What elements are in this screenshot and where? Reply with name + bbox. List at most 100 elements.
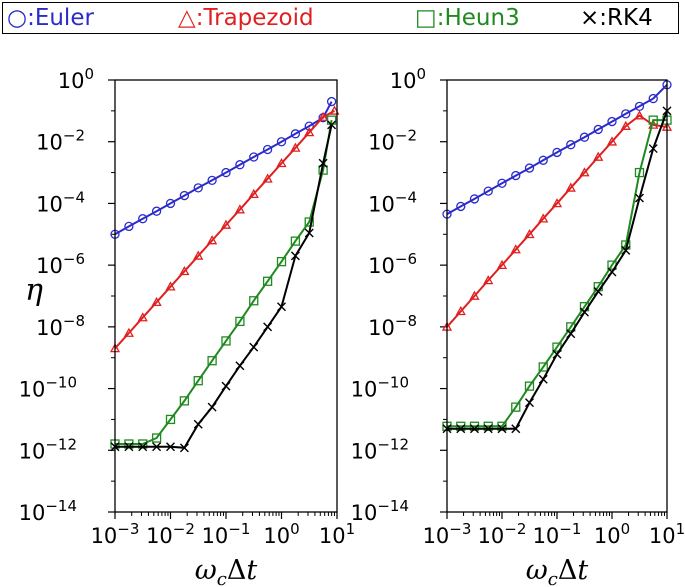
data-point — [606, 136, 618, 146]
series-euler — [442, 80, 672, 219]
data-point — [510, 244, 521, 254]
data-point — [524, 381, 535, 391]
data-point — [166, 442, 175, 452]
y-tick-label: 10−10 — [351, 374, 409, 402]
data-point — [469, 421, 480, 431]
data-point — [524, 163, 535, 173]
data-point — [124, 442, 134, 452]
series-rk4 — [110, 120, 337, 453]
data-point — [469, 424, 479, 434]
y-tick-label: 10−4 — [36, 188, 85, 216]
data-point — [249, 296, 259, 306]
data-point — [326, 96, 337, 107]
x-tick-label: 10−1 — [202, 520, 251, 548]
data-point — [276, 137, 287, 147]
data-point — [304, 127, 315, 137]
data-point — [249, 342, 259, 352]
data-point — [138, 439, 148, 449]
data-point — [538, 155, 548, 165]
data-point — [566, 329, 576, 339]
data-point — [207, 235, 218, 245]
data-point — [566, 140, 576, 150]
data-point — [193, 183, 203, 193]
legend-label-heun3: :Heun3 — [436, 5, 520, 31]
series-line-heun3 — [447, 119, 667, 428]
data-point — [151, 433, 162, 443]
data-point — [593, 151, 604, 161]
y-tick-label: 10−8 — [36, 312, 85, 340]
data-point — [235, 361, 245, 371]
data-point — [552, 147, 562, 158]
data-point — [137, 312, 148, 322]
data-point — [124, 439, 134, 449]
x-tick-label: 10−1 — [533, 520, 582, 548]
data-point — [497, 421, 507, 431]
y-tick-label: 100 — [390, 65, 426, 93]
plot-frame — [446, 79, 668, 513]
data-point — [151, 296, 162, 307]
data-point — [524, 398, 534, 408]
data-point — [579, 167, 590, 177]
data-point — [456, 201, 466, 212]
data-point — [290, 251, 300, 261]
square-marker-icon: □ — [415, 5, 437, 31]
data-point — [634, 193, 644, 203]
plot-frame — [114, 79, 338, 513]
y-tick-label: 10−2 — [368, 127, 417, 155]
data-point — [179, 443, 189, 453]
legend-label-euler: :Euler — [27, 5, 94, 31]
data-point — [193, 376, 203, 386]
y-tick-label: 10−8 — [368, 312, 417, 340]
data-point — [179, 190, 190, 201]
y-tick-label: 10−4 — [368, 188, 417, 216]
data-point — [483, 424, 493, 434]
data-point — [524, 228, 535, 239]
data-point — [552, 349, 562, 359]
data-point — [511, 170, 521, 181]
data-point — [648, 115, 658, 125]
data-point — [565, 182, 576, 192]
y-tick-label: 10−14 — [351, 497, 409, 525]
data-point — [456, 421, 466, 431]
legend: ○:Euler △:Trapezoid □:Heun3 ×:RK4 — [2, 2, 679, 34]
data-point — [207, 402, 217, 412]
data-point — [179, 396, 190, 406]
x-tick-label: 10−3 — [91, 520, 140, 548]
data-point — [497, 178, 507, 188]
data-point — [621, 245, 631, 255]
y-axis-label: η — [25, 273, 43, 308]
data-point — [124, 221, 134, 232]
data-point — [193, 250, 204, 260]
data-point — [207, 175, 217, 185]
x-axis-label: ωcΔt — [526, 555, 589, 587]
series-line-trapezoid — [446, 114, 668, 328]
data-point — [318, 111, 329, 121]
data-point — [304, 121, 314, 131]
data-point — [276, 256, 287, 267]
data-point — [221, 336, 231, 346]
series-line-euler — [114, 101, 333, 236]
data-point — [290, 129, 301, 139]
data-point — [607, 267, 617, 277]
data-point — [263, 322, 273, 332]
data-point — [607, 116, 617, 127]
series-euler — [110, 96, 337, 239]
data-point — [235, 160, 245, 170]
x-tick-label: 100 — [263, 520, 299, 548]
x-tick-label: 10−2 — [478, 520, 527, 548]
data-point — [262, 276, 273, 286]
data-point — [207, 356, 217, 366]
x-tick-label: 100 — [594, 520, 630, 548]
chart-panel-1: 10−3 10−2 10−1 100 10110010−210−410−610−810−… — [19, 65, 356, 587]
series-heun3 — [442, 115, 672, 431]
data-point — [138, 442, 148, 452]
series-trapezoid — [441, 110, 673, 331]
x-marker-icon: × — [580, 5, 600, 31]
data-point — [456, 424, 466, 434]
data-point — [455, 305, 466, 316]
series-line-euler — [446, 84, 668, 215]
data-point — [318, 158, 328, 168]
series-line-heun3 — [115, 119, 333, 445]
data-point — [483, 186, 493, 196]
data-point — [634, 110, 645, 120]
